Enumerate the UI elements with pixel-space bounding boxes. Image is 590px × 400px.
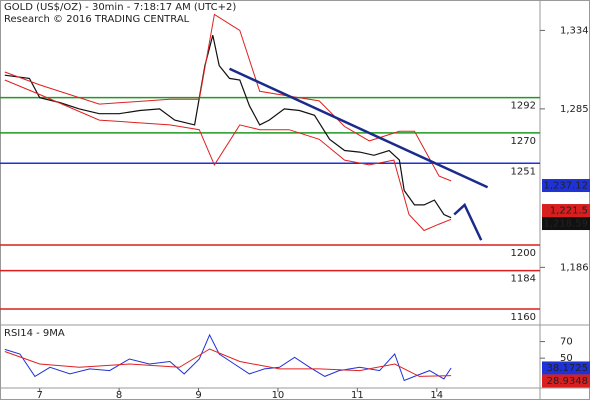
level-label: 1251	[511, 166, 536, 177]
price-tag	[542, 374, 590, 388]
level-label: 1160	[511, 312, 536, 323]
series-line	[453, 202, 483, 241]
level-label: 1184	[511, 274, 536, 285]
series-line	[4, 348, 452, 377]
price-tag	[542, 217, 590, 231]
x-tick-label: 10	[272, 390, 285, 400]
price-tag	[542, 179, 590, 193]
level-label: 1292	[511, 101, 536, 112]
y-tick-label: 1,334	[560, 25, 589, 36]
price-tag-label: 28.9348	[547, 376, 588, 387]
price-tag-label: 1,218.59	[543, 219, 588, 230]
price-tag-label: 38.1725	[547, 363, 588, 374]
chart-title: GOLD (US$/OZ) - 30min - 7:18:17 AM (UTC+…	[4, 2, 236, 13]
y-tick-label: 1,186	[560, 262, 589, 273]
series-line	[4, 13, 452, 182]
rsi-title: RSI14 - 9MA	[4, 328, 65, 339]
level-label: 1200	[511, 248, 536, 259]
chart-subtitle: Research © 2016 TRADING CENTRAL	[4, 14, 190, 25]
x-tick-label: 11	[351, 390, 364, 400]
price-tag	[542, 204, 590, 218]
price-tag	[542, 361, 590, 375]
y-tick-label: 1,285	[560, 104, 589, 115]
series-line	[4, 35, 452, 219]
x-tick-label: 14	[430, 390, 443, 400]
y-tick-label: 70	[560, 337, 573, 348]
x-tick-label: 9	[195, 390, 201, 400]
price-tag-label: 1,237.12	[543, 181, 588, 192]
series-line	[4, 79, 452, 232]
series-line	[228, 67, 489, 189]
price-tag-label: 1,221.5	[550, 206, 588, 217]
level-label: 1270	[511, 136, 536, 147]
x-tick-label: 8	[116, 390, 122, 400]
series-line	[4, 333, 452, 382]
y-tick-label: 50	[560, 353, 573, 364]
x-tick-label: 7	[37, 390, 43, 400]
